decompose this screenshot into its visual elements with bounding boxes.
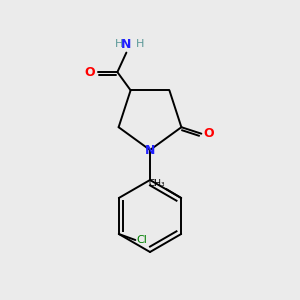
- Text: N: N: [145, 143, 155, 157]
- Text: Cl: Cl: [137, 235, 148, 245]
- Text: H: H: [115, 39, 123, 49]
- Text: O: O: [85, 66, 95, 79]
- Text: N: N: [121, 38, 132, 51]
- Text: CH₃: CH₃: [148, 178, 165, 188]
- Text: O: O: [204, 127, 214, 140]
- Text: H: H: [136, 39, 144, 49]
